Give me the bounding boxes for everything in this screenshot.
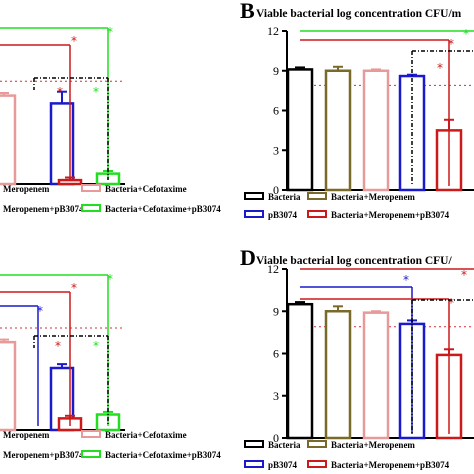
- legend-swatch: [244, 210, 264, 218]
- bar: [324, 310, 352, 440]
- legend-swatch: [244, 460, 264, 468]
- legend-label: Meropenem+pB3074: [3, 204, 84, 214]
- legend-swatch: [244, 440, 264, 448]
- bar: [286, 68, 314, 192]
- legend-swatch: [81, 430, 101, 438]
- y-tick-label: 6: [273, 104, 279, 118]
- legend-label: Bacteria+Cefotaxime: [105, 430, 187, 440]
- legend-swatch: [307, 192, 327, 200]
- legend-label: Bacteria+Cefotaxime+pB3074: [105, 450, 221, 460]
- significance-star: *: [461, 268, 467, 282]
- legend-label: Bacteria+Cefotaxime: [105, 184, 187, 194]
- significance-star: *: [57, 85, 63, 99]
- legend-label: Meropenem+pB3074: [3, 450, 84, 460]
- panel-title: Viable bacterial log concentration CFU/: [256, 255, 452, 267]
- legend-label: Bacteria+Meropenem: [331, 440, 415, 450]
- legend-label: Bacteria: [268, 192, 301, 202]
- bar: [0, 340, 17, 432]
- legend-swatch: [307, 210, 327, 218]
- legend-swatch: [307, 440, 327, 448]
- panel-letter: B: [240, 0, 255, 23]
- panel-a: * * * * Meropenem Bacteria+Cefotaxime Meropene…: [0, 25, 221, 214]
- y-tick-label: 0: [273, 431, 279, 445]
- panel-title: Viable bacterial log concentration CFU/m: [256, 8, 462, 20]
- y-tick-label: 3: [273, 143, 279, 157]
- significance-star: *: [37, 304, 43, 318]
- significance-star: *: [71, 281, 77, 295]
- panel-letter: D: [240, 245, 256, 270]
- panel-b: B Viable bacterial log concentration CFU/…: [240, 0, 474, 220]
- legend-label: Bacteria+Meropenem+pB3074: [331, 460, 450, 470]
- significance-star: *: [437, 61, 443, 75]
- significance-star: *: [448, 296, 454, 310]
- legend-label: Bacteria+Meropenem+pB3074: [331, 210, 450, 220]
- bar: [286, 302, 314, 440]
- y-tick-label: 3: [273, 389, 279, 403]
- significance-star: *: [448, 37, 454, 51]
- significance-star: *: [463, 27, 469, 41]
- significance-star: *: [71, 34, 77, 48]
- panel-c: * * * * * Meropenem Bacteria+Cefotaxime Meropen…: [0, 272, 221, 460]
- legend-swatch: [307, 460, 327, 468]
- legend-label: pB3074: [268, 460, 298, 470]
- legend-swatch: [81, 184, 101, 192]
- legend-label: Meropenem: [3, 430, 50, 440]
- bar: [362, 311, 390, 440]
- y-tick-label: 9: [273, 304, 279, 318]
- legend-label: Bacteria: [268, 440, 301, 450]
- y-tick-label: 6: [273, 347, 279, 361]
- significance-star: *: [93, 339, 99, 353]
- legend-swatch: [244, 192, 264, 200]
- legend-label: Meropenem: [3, 184, 50, 194]
- significance-star: *: [107, 272, 113, 286]
- significance-star: *: [403, 273, 409, 287]
- legend-label: Bacteria+Cefotaxime+pB3074: [105, 204, 221, 214]
- panel-d: D Viable bacterial log concentration CFU/…: [240, 245, 474, 470]
- y-tick-label: 12: [267, 262, 279, 276]
- bar: [0, 94, 17, 186]
- significance-star: *: [55, 339, 61, 353]
- significance-star: *: [93, 85, 99, 99]
- bar: [362, 69, 390, 192]
- y-tick-label: 12: [267, 24, 279, 38]
- significance-star: *: [107, 25, 113, 39]
- legend-label: pB3074: [268, 210, 298, 220]
- bar: [324, 69, 352, 192]
- y-tick-label: 9: [273, 64, 279, 78]
- legend-swatch: [81, 204, 101, 212]
- legend-swatch: [81, 450, 101, 458]
- bar: [57, 178, 83, 186]
- y-tick-label: 0: [273, 183, 279, 197]
- legend-label: Bacteria+Meropenem: [331, 192, 415, 202]
